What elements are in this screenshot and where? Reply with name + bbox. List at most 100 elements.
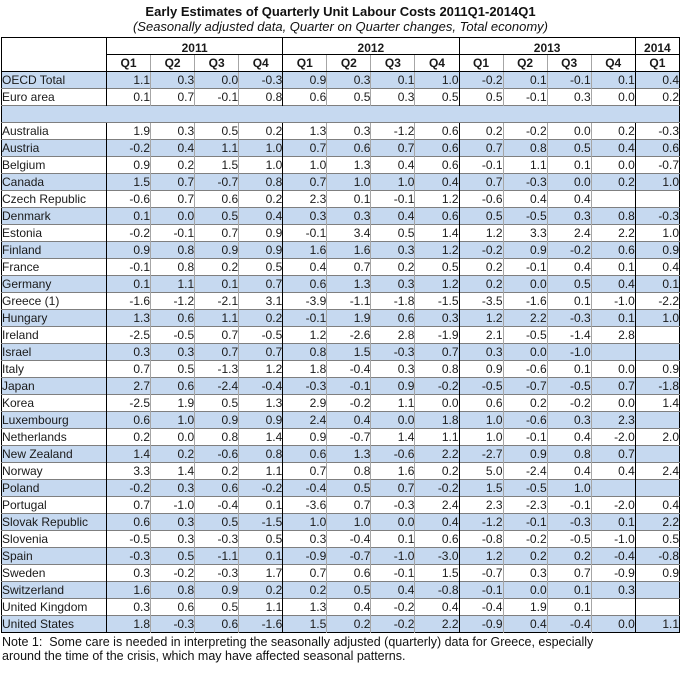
- value-cell: 0.8: [591, 207, 636, 225]
- value-cell: -0.1: [326, 377, 372, 395]
- page-title: Early Estimates of Quarterly Unit Labour…: [145, 4, 536, 19]
- value-cell: -0.1: [547, 496, 592, 514]
- value-cell: -0.4: [547, 615, 592, 633]
- value-cell: -0.9: [591, 564, 636, 582]
- value-cell: 0.3: [150, 513, 196, 531]
- table-row: Austria -0.2 0.4 1.1 1.0 0.7 0.6 0.7 0.6 0.7 0.8 0.…: [1, 139, 680, 157]
- value-cell: 0.8: [547, 445, 592, 463]
- value-cell: 3.3: [106, 462, 152, 480]
- value-cell: 0.7: [370, 479, 416, 497]
- row-label: Australia: [1, 122, 107, 140]
- value-cell: 2.9: [282, 394, 328, 412]
- quarter-header: Q2: [503, 54, 548, 72]
- value-cell: 1.0: [459, 411, 504, 429]
- table-row: Norway 3.3 1.4 0.2 1.1 0.7 0.8 1.6 0.2 5.0 -2.4 0.4…: [1, 462, 680, 480]
- value-cell: 0.2: [591, 122, 636, 140]
- value-cell: 1.2: [459, 547, 504, 565]
- value-cell: -0.3: [106, 547, 152, 565]
- value-cell: 0.1: [370, 71, 416, 89]
- value-cell: 1.9: [503, 598, 548, 616]
- table-row: Belgium 0.9 0.2 1.5 1.0 1.0 1.3 0.4 0.6 -0.1 1.1 0.…: [1, 156, 680, 174]
- table-row: OECD Total 1.1 0.3 0.0 -0.3 0.9 0.3 0.1 1.0 -0.2 0…: [1, 71, 680, 89]
- row-label: Luxembourg: [1, 411, 107, 429]
- value-cell: -0.8: [414, 581, 460, 599]
- value-cell: -0.1: [150, 224, 196, 242]
- quarter-header: Q1: [282, 54, 328, 72]
- value-cell: 0.3: [547, 207, 592, 225]
- value-cell: 1.8: [414, 411, 460, 429]
- row-label: Switzerland: [1, 581, 107, 599]
- value-cell: 0.9: [503, 241, 548, 259]
- value-cell: -0.5: [106, 530, 152, 548]
- value-cell: 0.1: [238, 547, 284, 565]
- value-cell: 1.6: [370, 462, 416, 480]
- table-row: Netherlands 0.2 0.0 0.8 1.4 0.9 -0.7 1.4 1.1 1.0-…: [1, 428, 680, 446]
- value-cell: 0.0: [547, 173, 592, 191]
- value-cell: -0.1: [459, 581, 504, 599]
- row-label: Estonia: [1, 224, 107, 242]
- value-cell: 0.9: [238, 241, 284, 259]
- value-cell: -0.5: [547, 377, 592, 395]
- value-cell: -0.7: [194, 173, 240, 191]
- row-label: Sweden: [1, 564, 107, 582]
- value-cell: 0.7: [150, 88, 196, 106]
- value-cell: 0.9: [635, 564, 680, 582]
- table-body: OECD Total 1.1 0.3 0.0 -0.3 0.9 0.3 0.1 1.0 -0.2 0…: [1, 71, 680, 633]
- value-cell: 0.7: [591, 377, 636, 395]
- value-cell: 1.2: [414, 190, 460, 208]
- value-cell: 1.1: [194, 139, 240, 157]
- value-cell: 0.2: [194, 462, 240, 480]
- value-cell: 0.0: [150, 428, 196, 446]
- value-cell: -0.2: [459, 241, 504, 259]
- value-cell: 1.3: [326, 275, 372, 293]
- value-cell: 0.7: [591, 445, 636, 463]
- value-cell: 0.0: [591, 360, 636, 378]
- value-cell: -0.8: [635, 547, 680, 565]
- value-cell: -0.1: [282, 224, 328, 242]
- value-cell: 0.2: [238, 190, 284, 208]
- value-cell: 0.2: [547, 547, 592, 565]
- value-cell: 0.4: [547, 428, 592, 446]
- value-cell: 2.4: [414, 496, 460, 514]
- row-label: Norway: [1, 462, 107, 480]
- value-cell: -0.2: [503, 530, 548, 548]
- value-cell: 1.5: [326, 343, 372, 361]
- year-header-2012: 2012: [282, 37, 460, 55]
- value-cell: 0.6: [150, 377, 196, 395]
- value-cell: -1.2: [150, 292, 196, 310]
- value-cell: 0.0: [591, 156, 636, 174]
- value-cell: 0.1: [326, 190, 372, 208]
- value-cell: -2.5: [106, 394, 152, 412]
- value-cell: -3.9: [282, 292, 328, 310]
- value-cell: -0.2: [150, 564, 196, 582]
- table-row: Denmark 0.1 0.0 0.5 0.4 0.3 0.3 0.4 0.6 0.5 -0.5 0.…: [1, 207, 680, 225]
- quarter-header: Q4: [591, 54, 636, 72]
- value-cell: -0.1: [503, 88, 548, 106]
- quarter-header: Q3: [370, 54, 416, 72]
- value-cell: -3.0: [414, 547, 460, 565]
- row-label: Netherlands: [1, 428, 107, 446]
- quarter-header: Q3: [194, 54, 240, 72]
- spacer-cell: [1, 105, 680, 123]
- value-cell: 0.0: [194, 71, 240, 89]
- value-cell: -0.9: [459, 615, 504, 633]
- value-cell: -0.7: [326, 547, 372, 565]
- value-cell: 0.9: [635, 360, 680, 378]
- year-header-2011: 2011: [106, 37, 284, 55]
- value-cell: 0.0: [591, 88, 636, 106]
- value-cell: 0.5: [238, 258, 284, 276]
- value-cell: 0.8: [194, 428, 240, 446]
- value-cell: 0.8: [282, 343, 328, 361]
- value-cell: 1.6: [106, 581, 152, 599]
- value-cell: 1.2: [414, 275, 460, 293]
- value-cell: -0.7: [635, 156, 680, 174]
- value-cell: 0.5: [194, 394, 240, 412]
- value-cell: -0.4: [238, 377, 284, 395]
- value-cell: 0.7: [282, 564, 328, 582]
- value-cell: 0.9: [106, 241, 152, 259]
- value-cell: -0.7: [503, 377, 548, 395]
- value-cell: 2.2: [414, 445, 460, 463]
- value-cell: 1.1: [414, 428, 460, 446]
- value-cell: 0.6: [194, 479, 240, 497]
- table-row: Ireland -2.5 -0.5 0.7 -0.5 1.2 -2.6 2.8 -1.9 2.1-…: [1, 326, 680, 344]
